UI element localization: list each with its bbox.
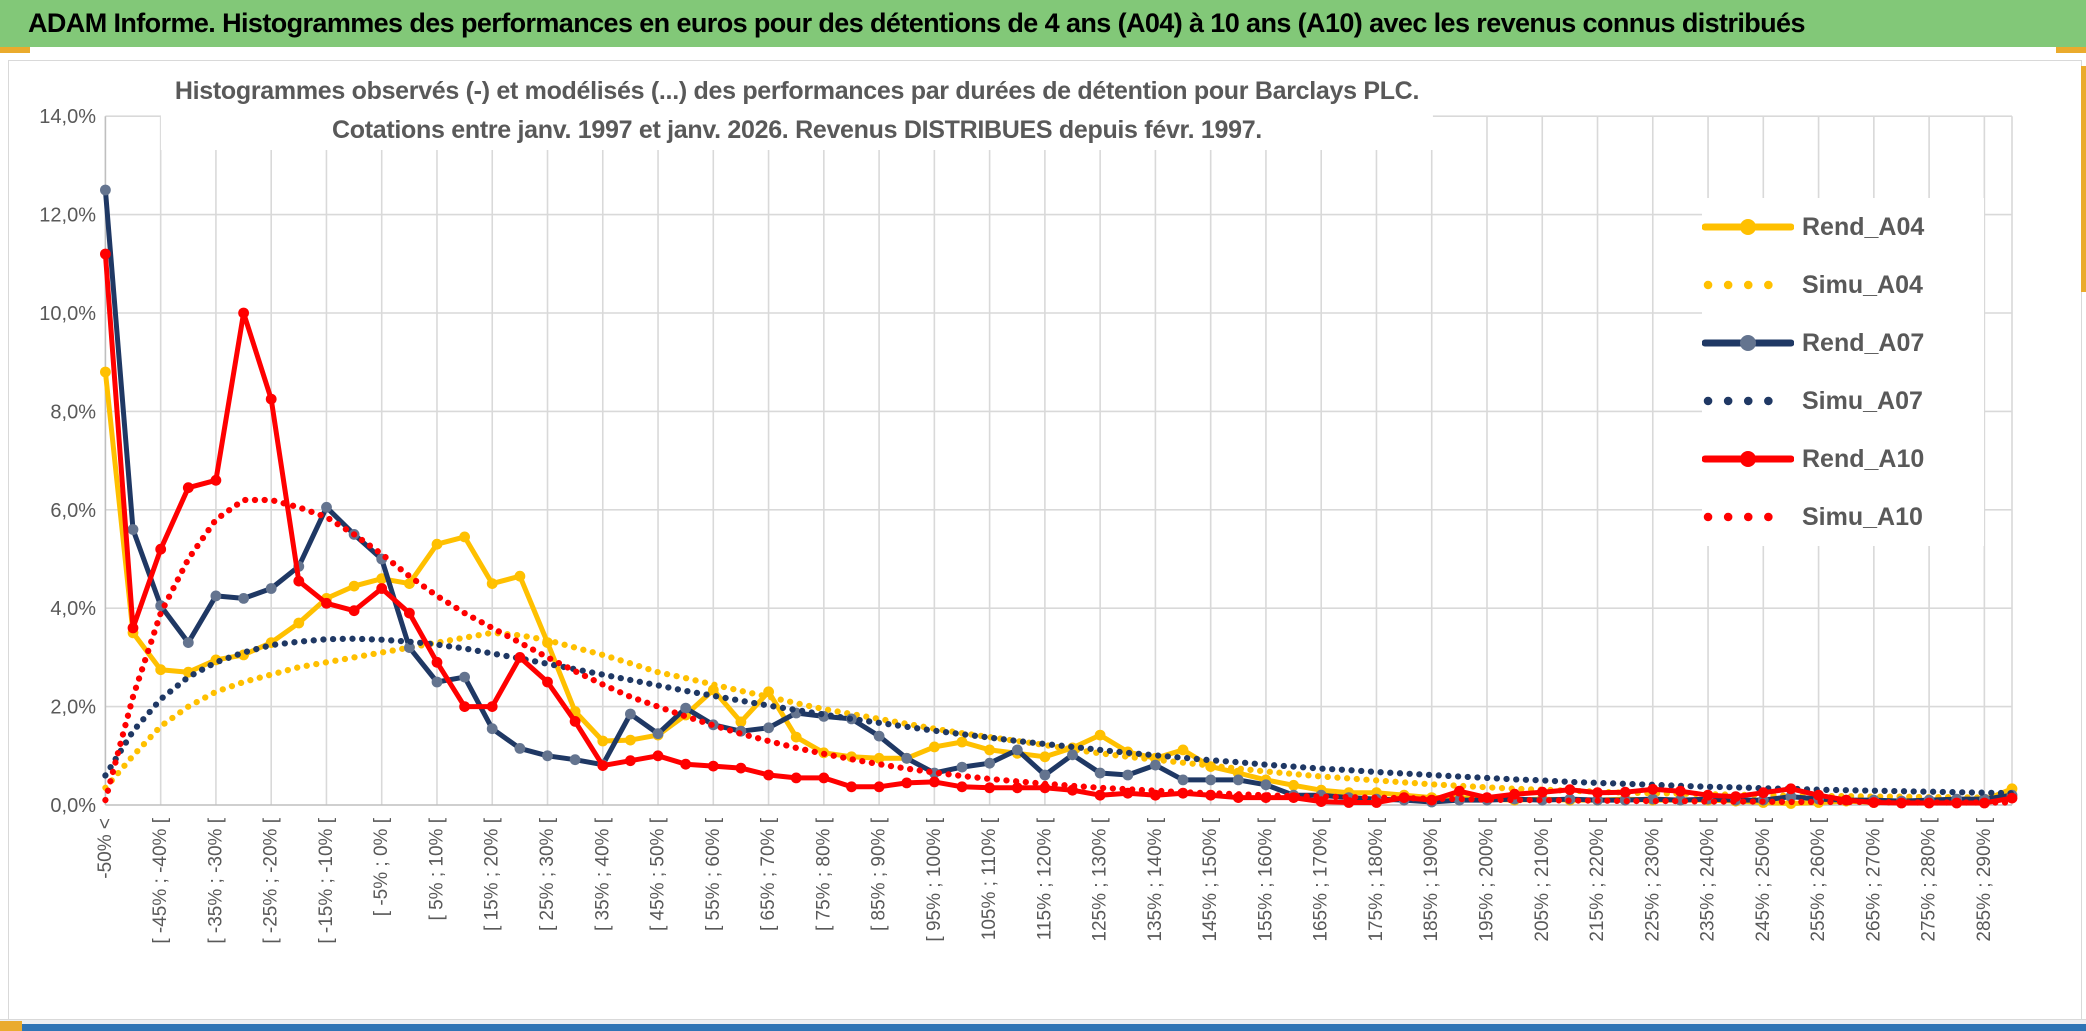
x-tick-label: 215% ; 220% [ (1587, 817, 1608, 941)
x-tick-label: 115% ; 120% [ (1034, 817, 1055, 940)
x-tick-label: 255% ; 260% [ (1808, 817, 1829, 941)
bottom-strip (0, 1020, 2086, 1024)
legend-item-Simu_A04[interactable]: Simu_A04 (1702, 260, 1984, 310)
x-tick-label: 265% ; 270% [ (1863, 817, 1884, 941)
y-tick-label: 2,0% (50, 697, 96, 719)
x-tick-label: [ -25% ; -20% [ (261, 817, 282, 943)
y-tick-label: 12,0% (39, 205, 96, 227)
x-tick-label: [ 75% ; 80% [ (813, 817, 834, 931)
series-Simu_A04[interactable] (102, 629, 2016, 801)
series-Simu_A10[interactable] (102, 496, 2016, 806)
legend-label: Rend_A07 (1802, 328, 1925, 357)
series-Rend_A10[interactable] (100, 248, 2018, 809)
legend-label: Simu_A10 (1802, 502, 1923, 531)
legend-label: Simu_A07 (1802, 386, 1923, 415)
x-tick-label: [ -15% ; -10% [ (316, 817, 337, 943)
legend-swatch-dotted (1703, 280, 1793, 290)
legend-swatch-solid (1702, 451, 1794, 467)
x-tick-label: 135% ; 140% [ (1145, 817, 1166, 941)
x-tick-label: 245% ; 250% [ (1753, 817, 1774, 941)
x-tick-label: 105% ; 110% [ (979, 817, 1000, 940)
x-tick-label: [ 95% ; 100% [ (924, 817, 945, 941)
x-tick-label: 145% ; 150% [ (1200, 817, 1221, 941)
x-tick-label: [ 5% ; 10% [ (426, 817, 447, 920)
gold-accent-right (2056, 47, 2086, 53)
x-tick-label: [ 35% ; 40% [ (592, 817, 613, 931)
chart-title-line2: Cotations entre janv. 1997 et janv. 2026… (332, 116, 1262, 144)
legend-label: Rend_A04 (1802, 212, 1925, 241)
legend-swatch-solid (1702, 335, 1794, 351)
title-bar: ADAM Informe. Histogrammes des performan… (0, 0, 2086, 47)
title-bar-text: ADAM Informe. Histogrammes des performan… (28, 8, 1805, 38)
x-tick-label: [ -5% ; 0% [ (371, 817, 392, 916)
x-tick-label: [ 15% ; 20% [ (482, 817, 503, 931)
x-tick-label: [ 65% ; 70% [ (758, 817, 779, 931)
x-tick-label: -50% < (95, 818, 116, 879)
x-tick-label: [ 55% ; 60% [ (703, 817, 724, 931)
legend-item-Simu_A07[interactable]: Simu_A07 (1702, 376, 1984, 426)
legend-label: Rend_A10 (1802, 444, 1925, 473)
y-tick-label: 6,0% (50, 500, 96, 522)
x-tick-label: 175% ; 180% [ (1366, 817, 1387, 941)
x-tick-label: 185% ; 190% [ (1421, 817, 1442, 941)
legend-item-Rend_A07[interactable]: Rend_A07 (1702, 318, 1984, 368)
gridlines (105, 115, 2013, 805)
x-tick-label: 205% ; 210% [ (1532, 817, 1553, 941)
x-tick-label: [ -35% ; -30% [ (205, 817, 226, 943)
legend-swatch-solid (1702, 219, 1794, 235)
x-tick-label: 225% ; 230% [ (1642, 817, 1663, 941)
x-tick-label: [ 85% ; 90% [ (869, 817, 890, 931)
legend-swatch-dotted (1703, 512, 1793, 522)
y-tick-label: 10,0% (39, 303, 96, 325)
y-tick-label: 14,0% (39, 106, 96, 128)
gold-corner-bottom-left (0, 1021, 22, 1031)
gold-strip-right (2081, 66, 2086, 292)
legend: Rend_A04 Simu_A04 Rend_A07 Simu_A07 Rend_A10… (1702, 198, 1984, 546)
chart-title: Histogrammes observés (-) et modélisés (… (160, 72, 1434, 150)
bottom-bar (0, 1024, 2086, 1031)
x-tick-label: [ 45% ; 50% [ (648, 817, 669, 931)
legend-swatch-dotted (1703, 396, 1793, 406)
y-tick-label: 8,0% (50, 401, 96, 423)
x-tick-label: 125% ; 130% [ (1090, 817, 1111, 941)
chart-title-line1: Histogrammes observés (-) et modélisés (… (174, 77, 1420, 105)
x-tick-label: 285% ; 290% [ (1974, 817, 1995, 941)
legend-item-Rend_A04[interactable]: Rend_A04 (1702, 202, 1984, 252)
x-tick-label: 155% ; 160% [ (1255, 817, 1276, 941)
y-tick-label: 4,0% (50, 598, 96, 620)
gold-accent-left (0, 47, 30, 53)
x-tick-label: [ 25% ; 30% [ (537, 817, 558, 931)
legend-label: Simu_A04 (1802, 270, 1923, 299)
x-tick-label: 275% ; 280% [ (1919, 817, 1940, 941)
x-tick-label: 165% ; 170% [ (1311, 817, 1332, 941)
bottom-hairline (0, 1019, 2086, 1020)
x-tick-label: 235% ; 240% [ (1698, 817, 1719, 941)
series-Simu_A07[interactable] (102, 635, 2016, 797)
legend-item-Simu_A10[interactable]: Simu_A10 (1702, 492, 1984, 542)
x-tick-label: 195% ; 200% [ (1476, 817, 1497, 941)
x-tick-label: [ -45% ; -40% [ (150, 817, 171, 943)
y-tick-label: 0,0% (50, 795, 96, 817)
legend-item-Rend_A10[interactable]: Rend_A10 (1702, 434, 1984, 484)
